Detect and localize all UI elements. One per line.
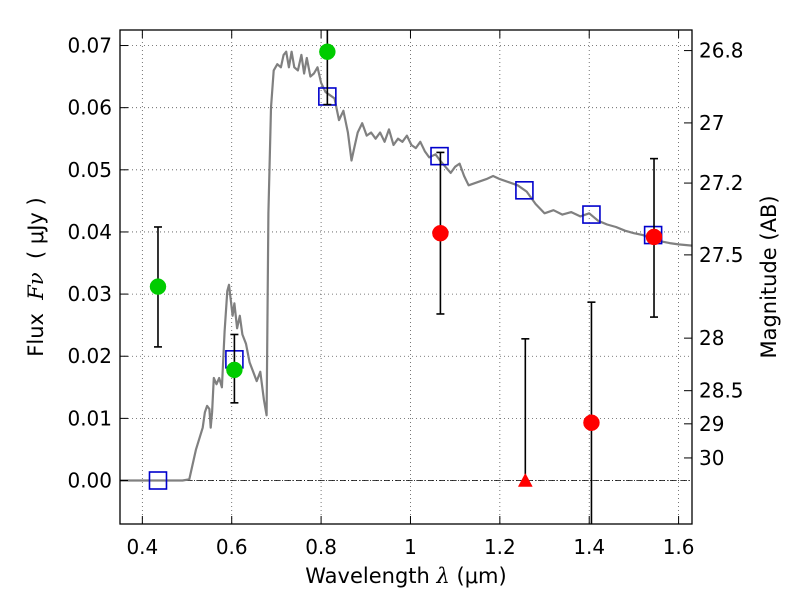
y2-tick-label: 28.5 bbox=[699, 379, 744, 403]
plot-background bbox=[120, 30, 692, 524]
y-tick-label: 0.05 bbox=[67, 158, 112, 182]
y2-tick-label: 27.2 bbox=[699, 171, 744, 195]
spectrum-line bbox=[120, 50, 692, 482]
x-tick-label: 0.6 bbox=[216, 535, 248, 559]
x-tick-label: 1.4 bbox=[573, 535, 605, 559]
band-square bbox=[582, 205, 601, 224]
observed-fluxes bbox=[149, 30, 663, 524]
x-tick-label: 1 bbox=[404, 535, 417, 559]
observed-point bbox=[149, 278, 167, 295]
axis-ticks bbox=[120, 30, 692, 524]
y2-tick-label: 30 bbox=[699, 446, 724, 470]
y2-tick-label: 27.5 bbox=[699, 243, 744, 267]
x-tick-label: 1.2 bbox=[484, 535, 516, 559]
y2-tick-label: 26.8 bbox=[699, 39, 744, 63]
y-tick-label: 0.07 bbox=[67, 34, 112, 58]
tick-labels: 0.4 0.6 0.8 1 1.2 1.4 1.6 0.00 0.01 0.02 0.03 0.04 0… bbox=[67, 34, 743, 559]
x-axis-label: Wavelength λ (μm) bbox=[305, 564, 506, 588]
model-spectrum bbox=[120, 50, 692, 482]
y2-tick-label: 27 bbox=[699, 111, 724, 135]
x-tick-label: 0.8 bbox=[305, 535, 337, 559]
y-tick-label: 0.00 bbox=[67, 469, 112, 493]
upper-limit-marker bbox=[517, 472, 533, 487]
band-square bbox=[430, 146, 449, 166]
observed-point bbox=[226, 361, 243, 379]
y-tick-label: 0.04 bbox=[67, 220, 112, 244]
y-tick-label: 0.06 bbox=[67, 96, 112, 120]
plot-frame bbox=[119, 29, 693, 525]
y2-tick-label: 28 bbox=[699, 326, 724, 350]
y-tick-label: 0.01 bbox=[67, 406, 112, 430]
y2-axis-label: Magnitude (AB) bbox=[757, 195, 781, 358]
observed-point bbox=[432, 224, 449, 242]
band-square bbox=[515, 181, 534, 200]
y2-tick-label: 29 bbox=[699, 412, 724, 436]
y-axis-label: Flux Fν ( μJy ) bbox=[24, 197, 48, 356]
observed-point bbox=[645, 228, 663, 246]
observed-point bbox=[319, 43, 336, 60]
x-tick-label: 1.6 bbox=[663, 535, 695, 559]
y-tick-label: 0.02 bbox=[67, 344, 112, 368]
band-square bbox=[148, 471, 168, 490]
x-tick-label: 0.4 bbox=[126, 535, 158, 559]
observed-point bbox=[583, 414, 600, 431]
y-tick-label: 0.03 bbox=[67, 282, 112, 306]
